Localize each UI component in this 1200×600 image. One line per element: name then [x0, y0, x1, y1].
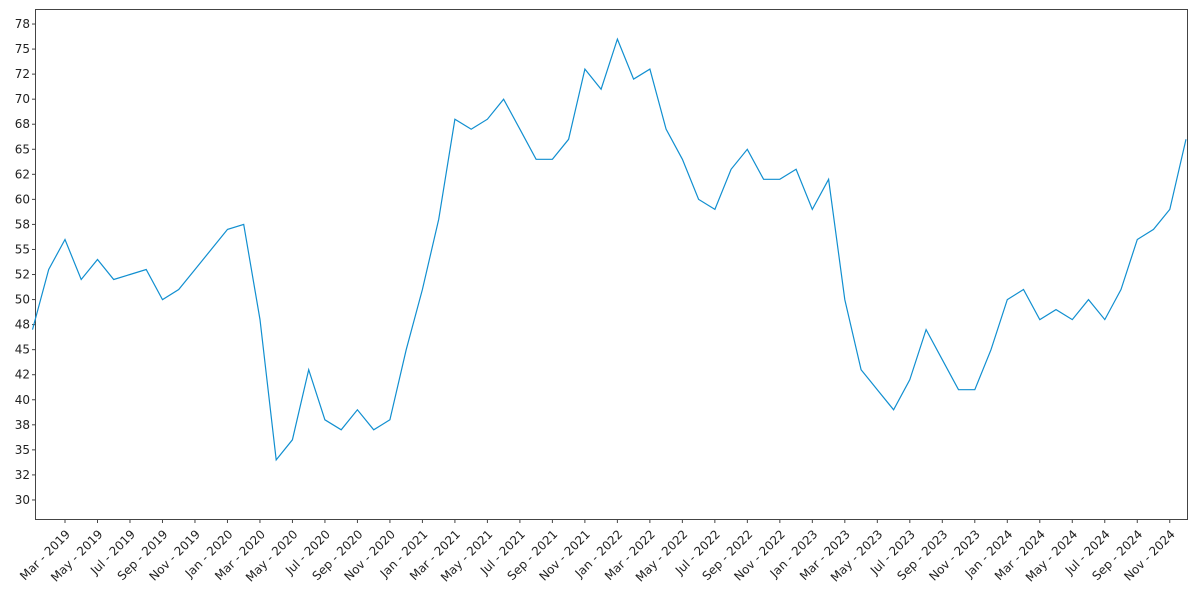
y-tick-label: 58 — [15, 217, 30, 231]
y-tick-label: 78 — [15, 17, 30, 31]
y-tick-label: 42 — [15, 368, 30, 382]
y-tick-label: 60 — [15, 192, 30, 206]
y-tick-label: 48 — [15, 318, 30, 332]
y-tick-label: 72 — [15, 67, 30, 81]
y-tick-label: 30 — [15, 493, 30, 507]
y-tick-label: 35 — [15, 443, 30, 457]
line-series — [31, 37, 1187, 462]
y-tick-label: 50 — [15, 293, 30, 307]
y-tick-label: 38 — [15, 418, 30, 432]
y-tick-label: 65 — [15, 142, 30, 156]
y-tick-label: 75 — [15, 42, 30, 56]
y-tick-label: 70 — [15, 92, 30, 106]
y-tick-label: 40 — [15, 393, 30, 407]
y-tick-label: 32 — [15, 468, 30, 482]
y-tick-label: 55 — [15, 242, 30, 256]
y-tick-label: 45 — [15, 343, 30, 357]
y-tick-label: 62 — [15, 167, 30, 181]
y-tick-label: 52 — [15, 268, 30, 282]
plot-frame — [35, 9, 1188, 520]
y-tick-label: 68 — [15, 117, 30, 131]
